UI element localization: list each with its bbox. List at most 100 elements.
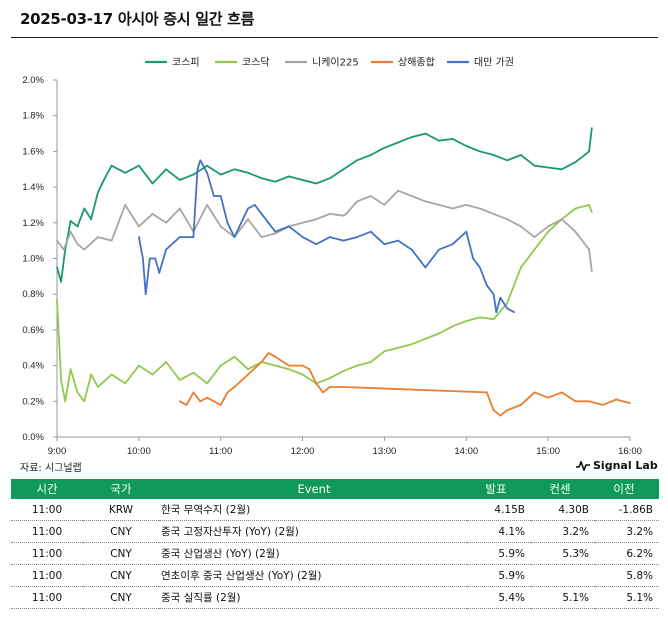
data-point bbox=[588, 248, 590, 251]
cell-event: 중국 산업생산 (YoY) (2월) bbox=[159, 542, 467, 565]
data-point bbox=[492, 318, 495, 321]
data-point bbox=[148, 257, 151, 260]
data-point bbox=[383, 146, 386, 149]
data-point bbox=[233, 236, 236, 239]
chart-axes: 0.0% 0.2% 0.4% 0.6% 0.8% 1.0% 1.2% 1.4% 1.6% 1.8%… bbox=[22, 75, 642, 457]
data-point bbox=[329, 386, 331, 388]
data-point bbox=[151, 213, 154, 215]
cell-actual: 5.9% bbox=[467, 564, 531, 587]
data-point bbox=[219, 195, 222, 197]
data-point bbox=[192, 173, 195, 176]
data-point bbox=[547, 230, 549, 233]
cell-actual: 4.1% bbox=[467, 520, 531, 543]
data-point bbox=[438, 332, 440, 335]
data-point bbox=[451, 138, 454, 140]
data-point bbox=[465, 320, 468, 322]
data-point bbox=[520, 266, 522, 269]
y-tick-label: 0.8% bbox=[22, 289, 44, 300]
data-point bbox=[240, 221, 243, 224]
data-point bbox=[124, 171, 127, 174]
data-point bbox=[60, 280, 62, 283]
data-point bbox=[219, 364, 222, 367]
x-tick-label: 14:00 bbox=[454, 446, 478, 457]
data-point bbox=[69, 368, 72, 371]
data-point bbox=[206, 164, 209, 167]
series-line bbox=[56, 128, 593, 283]
data-point bbox=[247, 171, 249, 174]
brand-name: Signal Lab bbox=[593, 459, 658, 472]
data-point bbox=[329, 377, 331, 379]
data-point bbox=[533, 236, 536, 239]
data-point bbox=[206, 382, 209, 385]
cell-actual: 4.15B bbox=[467, 499, 531, 521]
data-point bbox=[345, 213, 348, 215]
data-point bbox=[588, 150, 590, 153]
legend-label: 니케이225 bbox=[312, 57, 359, 69]
data-point bbox=[424, 337, 427, 340]
data-point bbox=[465, 230, 468, 233]
data-point bbox=[485, 284, 488, 287]
data-point bbox=[60, 379, 62, 381]
data-point bbox=[165, 168, 168, 171]
cell-previous: 3.2% bbox=[595, 520, 659, 543]
legend-label: 상해종합 bbox=[398, 56, 435, 69]
data-point bbox=[288, 225, 290, 228]
data-point bbox=[342, 370, 345, 372]
data-point bbox=[64, 400, 67, 403]
table-row: 11:00 KRW 한국 무역수지 (2월) 4.15B 4.30B -1.86… bbox=[11, 499, 659, 521]
data-point bbox=[560, 168, 563, 171]
header-actual: 발표 bbox=[467, 479, 531, 499]
series-0 bbox=[56, 127, 593, 283]
legend-item: 대만 가권 bbox=[447, 57, 514, 69]
data-point bbox=[369, 195, 372, 197]
data-point bbox=[97, 236, 99, 239]
data-point bbox=[206, 171, 209, 174]
data-point bbox=[369, 230, 372, 233]
data-point bbox=[83, 207, 86, 210]
data-point bbox=[506, 302, 509, 304]
y-tick-label: 1.8% bbox=[22, 111, 44, 122]
data-point bbox=[138, 225, 140, 228]
y-tick-label: 0.6% bbox=[22, 325, 44, 336]
data-point bbox=[206, 204, 209, 206]
data-point bbox=[410, 248, 413, 251]
data-point bbox=[492, 213, 495, 215]
data-point bbox=[124, 382, 127, 385]
data-point bbox=[574, 400, 577, 403]
table-row: 11:00 CNY 연초이후 중국 산업생산 (YoY) (2월) 5.9% 5… bbox=[11, 564, 659, 587]
data-point bbox=[154, 257, 157, 260]
data-point bbox=[465, 204, 468, 206]
data-point bbox=[329, 177, 331, 180]
data-point bbox=[513, 311, 515, 313]
data-point bbox=[574, 207, 577, 210]
data-point bbox=[56, 298, 58, 301]
legend-label: 대만 가권 bbox=[474, 57, 514, 69]
data-point bbox=[520, 225, 522, 228]
y-tick-label: 1.6% bbox=[22, 146, 44, 157]
data-point bbox=[165, 248, 168, 251]
data-point bbox=[485, 391, 488, 394]
data-point bbox=[590, 127, 593, 130]
data-point bbox=[301, 179, 304, 181]
data-point bbox=[397, 189, 399, 192]
data-point bbox=[506, 307, 509, 310]
data-point bbox=[274, 355, 277, 358]
data-point bbox=[288, 175, 290, 178]
data-point bbox=[247, 207, 249, 210]
cell-country: CNY bbox=[83, 564, 159, 587]
series-4 bbox=[138, 159, 515, 314]
data-point bbox=[219, 173, 222, 176]
economic-events-table: 시간 국가 Event 발표 컨센 이전 11:00 KRW 한국 무역수지 (… bbox=[11, 479, 659, 609]
cell-time: 11:00 bbox=[11, 564, 83, 587]
data-point bbox=[629, 402, 631, 404]
data-point bbox=[479, 207, 481, 210]
data-point bbox=[547, 166, 549, 169]
x-tick-label: 9:00 bbox=[48, 446, 67, 457]
data-point bbox=[178, 179, 181, 181]
y-tick-label: 0.0% bbox=[22, 432, 44, 443]
data-point bbox=[178, 379, 181, 381]
y-tick-label: 2.0% bbox=[22, 75, 44, 86]
brand-logo: Signal Lab bbox=[576, 459, 658, 472]
cell-event: 한국 무역수지 (2월) bbox=[159, 499, 467, 521]
data-point bbox=[192, 391, 195, 394]
